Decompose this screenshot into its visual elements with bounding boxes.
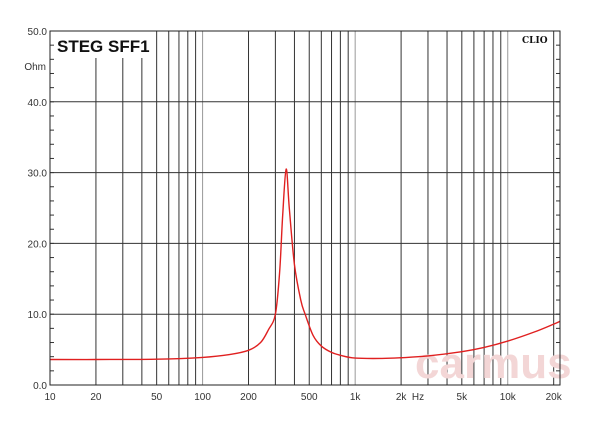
grid	[50, 30, 560, 386]
x-tick-label: 200	[240, 392, 257, 403]
y-axis-label: Ohm	[24, 62, 46, 73]
x-tick-label: 1k	[350, 392, 362, 403]
y-tick-label: 10.0	[28, 310, 48, 321]
x-tick-label: 2k	[396, 392, 408, 403]
y-tick-label: 40.0	[28, 98, 48, 109]
x-tick-label: 50	[151, 392, 163, 403]
series-layer	[49, 168, 561, 361]
x-tick-label: 500	[301, 392, 318, 403]
y-tick-label: 20.0	[28, 239, 48, 250]
x-axis-label: Hz	[412, 392, 424, 403]
y-tick-label: 50.0	[28, 27, 48, 38]
impedance-curve	[49, 168, 561, 361]
plot-frame	[49, 30, 561, 386]
x-tick-label: 10	[44, 392, 56, 403]
watermark: carmus	[415, 339, 572, 388]
y-tick-label: 30.0	[28, 169, 48, 180]
x-tick-label: 5k	[457, 392, 469, 403]
x-tick-label: 100	[194, 392, 211, 403]
tick-labels: 0.0 10.0 20.0 30.0 40.0 50.0 10 20 50 100 200 500 1k…	[28, 27, 563, 403]
x-tick-label: 20	[90, 392, 102, 403]
clio-logo: CLIO	[522, 36, 548, 46]
chart-title: STEG SFF1	[57, 37, 150, 56]
x-tick-label: 10k	[500, 392, 517, 403]
y-tick-label: 0.0	[33, 381, 47, 392]
x-tick-label: 20k	[546, 392, 563, 403]
